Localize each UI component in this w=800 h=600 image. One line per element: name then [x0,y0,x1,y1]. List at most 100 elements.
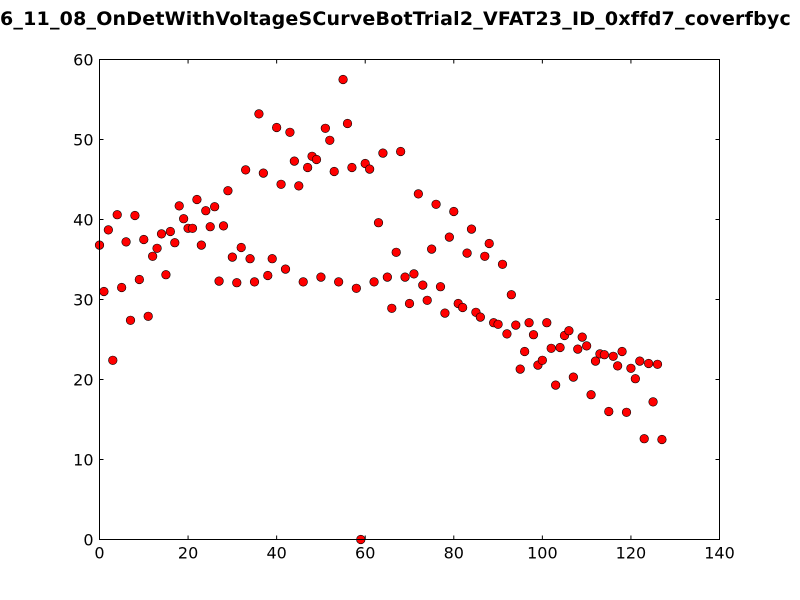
data-point [590,356,601,366]
data-point [334,277,344,287]
data-point [272,122,282,133]
data-point [506,290,516,300]
data-point [187,223,198,233]
x-tick-label: 40 [266,544,286,563]
x-tick-label: 20 [178,544,198,563]
data-point [236,242,246,253]
y-axis-tick-labels: 0 10 20 30 40 50 60 [73,51,93,550]
data-point [298,277,308,287]
data-point [391,247,401,257]
data-point [551,380,561,390]
data-point [249,277,260,287]
data-point [400,272,410,282]
data-point [542,318,552,328]
data-point [515,364,525,374]
data-point [267,254,277,264]
data-point [373,218,384,228]
data-point [351,283,361,293]
data-point [502,329,512,339]
data-point [134,274,144,285]
data-point [431,199,441,209]
y-tick-label: 40 [73,211,93,230]
data-point [396,146,406,157]
data-point [639,434,649,444]
data-point [608,351,618,361]
data-point [387,303,397,313]
data-point [148,251,158,261]
data-point [245,254,255,264]
data-point [573,344,583,354]
data-point [325,135,335,145]
data-point [125,315,136,325]
data-point [458,302,468,313]
data-point [263,270,273,281]
x-tick-label: 80 [444,544,464,563]
data-point [99,286,109,297]
data-point [418,280,428,290]
data-point [285,127,295,137]
data-point [139,234,149,245]
data-point [524,318,534,328]
data-point [192,194,202,205]
data-point [130,210,140,221]
data-point [303,162,313,173]
x-tick-label: 140 [704,544,735,563]
data-point [214,276,224,286]
data-point [280,264,291,274]
y-tick-label: 60 [73,51,93,70]
y-tick-label: 0 [83,531,93,550]
data-point [143,311,153,321]
data-point [320,123,330,133]
chart-title: 6_11_08_OnDetWithVoltageSCurveBotTrial2_… [0,8,791,30]
data-point [382,272,392,282]
data-point [205,222,215,232]
data-point [196,240,206,250]
x-tick-label: 120 [616,544,647,563]
data-point [210,202,220,212]
data-point [227,252,237,262]
data-point [218,221,229,231]
data-point [621,407,632,417]
data-point [161,270,171,280]
data-point [444,232,454,242]
data-point [413,189,423,199]
data-point [528,330,539,340]
data-point [121,237,131,247]
data-point [404,298,415,309]
data-point [635,356,645,366]
data-point [254,109,264,119]
x-tick-label: 100 [527,544,558,563]
data-point [338,74,348,85]
data-point [626,363,636,373]
data-point [241,165,251,175]
data-point [564,326,574,336]
data-point [378,148,388,158]
x-tick-label: 0 [94,544,104,563]
data-point [617,346,627,357]
data-point [586,390,596,400]
y-tick-label: 30 [73,291,93,310]
y-tick-label: 50 [73,131,93,150]
data-point [657,434,667,445]
data-point [568,372,578,382]
data-point [117,282,127,293]
data-point [435,282,446,292]
data-point [170,238,180,248]
data-point [329,166,339,177]
data-point [232,278,242,288]
data-point [546,343,556,353]
data-point [342,118,353,129]
data-point [365,164,375,174]
data-point [427,244,437,254]
data-point [152,243,162,253]
data-point [648,397,658,407]
data-point [582,341,592,351]
data-point [475,312,485,322]
data-point [537,355,547,365]
data-point [493,319,503,329]
data-point [440,308,450,318]
data-point [289,156,299,166]
data-point [316,272,326,282]
axis-ticks [99,59,720,540]
